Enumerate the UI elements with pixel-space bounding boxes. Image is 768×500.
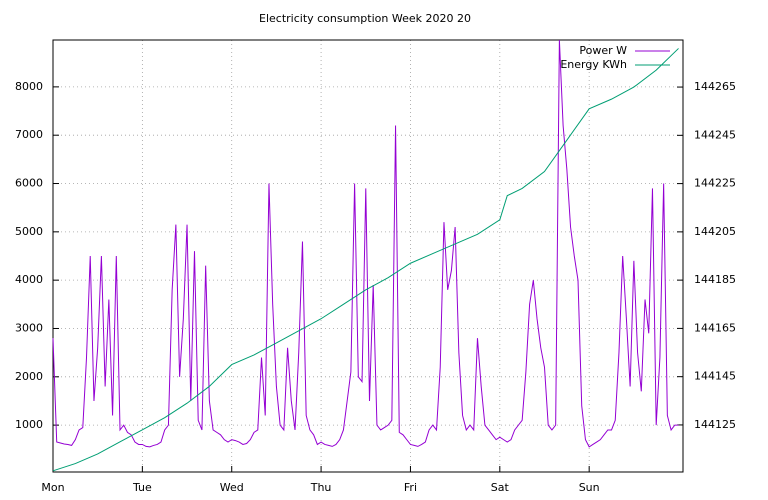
- series-line: [52, 48, 679, 472]
- y-tick-label: 7000: [15, 128, 43, 141]
- x-tick-label: Wed: [220, 481, 244, 494]
- y-tick-label: 1000: [15, 418, 43, 431]
- x-tick-label: Mon: [41, 481, 64, 494]
- y2-tick-label: 144265: [694, 80, 736, 93]
- y2-tick-label: 144185: [694, 273, 736, 286]
- x-tick-label: Fri: [404, 481, 417, 494]
- y-tick-label: 3000: [15, 321, 43, 334]
- series-line: [52, 39, 679, 448]
- chart-title: Electricity consumption Week 2020 20: [259, 12, 471, 25]
- y-tick-label: 5000: [15, 225, 43, 238]
- y2-tick-label: 144125: [694, 418, 736, 431]
- x-tick-label: Sun: [579, 481, 600, 494]
- y2-tick-label: 144245: [694, 128, 736, 141]
- legend-label: Power W: [579, 44, 627, 57]
- legend-label: Energy KWh: [560, 58, 627, 71]
- y-tick-label: 6000: [15, 177, 43, 190]
- y2-tick-label: 144225: [694, 177, 736, 190]
- plot-border: [52, 39, 684, 473]
- y2-tick-label: 144165: [694, 321, 736, 334]
- y-tick-label: 4000: [15, 273, 43, 286]
- y-tick-label: 2000: [15, 370, 43, 383]
- y2-tick-label: 144145: [694, 370, 736, 383]
- x-tick-label: Thu: [310, 481, 332, 494]
- y2-tick-label: 144205: [694, 225, 736, 238]
- y-tick-label: 8000: [15, 80, 43, 93]
- x-tick-label: Sat: [491, 481, 510, 494]
- x-tick-label: Tue: [132, 481, 152, 494]
